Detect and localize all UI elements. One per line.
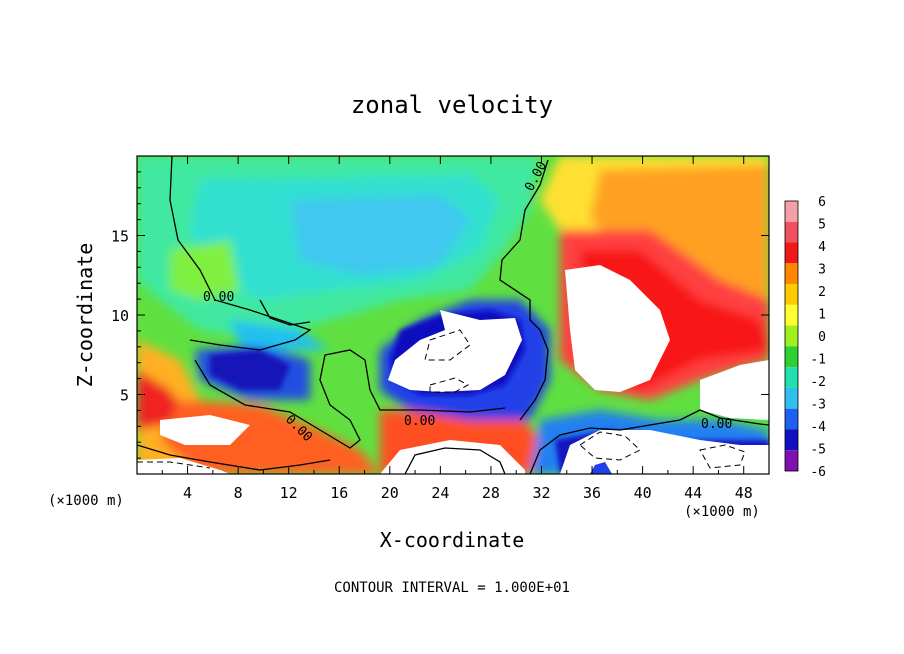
colorbar-swatch (785, 304, 798, 326)
colorbar-swatch (785, 221, 798, 243)
x-axis-unit-left: (×1000 m) (48, 493, 124, 509)
colorbar: 6 5 4 3 2 1 0 -1 -2 -3 -4 -5 -6 (784, 195, 826, 480)
colorbar-swatch (785, 346, 798, 368)
colorbar-label: 4 (818, 240, 826, 255)
x-axis-unit-right: (×1000 m) (684, 504, 760, 520)
contour-interval-note: CONTOUR INTERVAL = 1.000E+01 (334, 580, 570, 596)
x-tick-label: 20 (381, 484, 399, 502)
colorbar-label: -3 (810, 398, 826, 413)
colorbar-label: 3 (818, 263, 826, 278)
colorbar-swatch (785, 429, 798, 451)
contour-label: 0.00 (701, 417, 732, 432)
x-axis-label: X-coordinate (380, 528, 525, 552)
colorbar-label: -4 (810, 420, 826, 435)
colorbar-swatch (785, 367, 798, 388)
y-tick-label: 10 (111, 307, 129, 325)
colorbar-swatch (785, 242, 798, 264)
x-tick-label: 16 (330, 484, 348, 502)
colorbar-label: 1 (818, 308, 826, 323)
colorbar-label: -5 (810, 443, 826, 458)
y-tick-label: 15 (111, 228, 129, 246)
x-tick-label: 40 (634, 484, 652, 502)
colorbar-swatch (785, 201, 798, 222)
x-tick-label: 36 (583, 484, 601, 502)
x-axis-ticks: 4 8 12 16 20 24 28 32 36 40 44 48 (161, 156, 753, 502)
colorbar-label: 0 (818, 330, 826, 345)
colorbar-label: -6 (810, 465, 826, 480)
y-tick-label: 5 (120, 387, 129, 405)
x-tick-label: 48 (735, 484, 753, 502)
x-tick-label: 28 (482, 484, 500, 502)
colorbar-label: -1 (810, 353, 826, 368)
y-axis-label: Z-coordinate (73, 243, 97, 388)
colorbar-swatch (785, 450, 798, 471)
velocity-field: 0.00 0.00 0.00 0.00 0.00 (137, 156, 769, 474)
colorbar-swatch (785, 387, 798, 409)
colorbar-label: 2 (818, 285, 826, 300)
colorbar-swatch (785, 284, 798, 305)
colorbar-label: 6 (818, 195, 826, 210)
x-tick-label: 4 (183, 484, 192, 502)
x-tick-label: 8 (234, 484, 243, 502)
colorbar-swatch (785, 263, 798, 285)
colorbar-swatch (785, 408, 798, 430)
contour-label: 0.00 (404, 414, 435, 429)
chart-title: zonal velocity (351, 91, 553, 119)
colorbar-label: 5 (818, 218, 826, 233)
x-tick-label: 32 (532, 484, 550, 502)
x-tick-label: 12 (280, 484, 298, 502)
x-tick-label: 44 (684, 484, 702, 502)
colorbar-label: -2 (810, 375, 826, 390)
x-tick-label: 24 (431, 484, 449, 502)
colorbar-frame (784, 200, 799, 472)
y-axis-ticks: 5 10 15 (111, 171, 769, 459)
colorbar-swatch (785, 325, 798, 347)
contour-label: 0.00 (203, 290, 234, 305)
